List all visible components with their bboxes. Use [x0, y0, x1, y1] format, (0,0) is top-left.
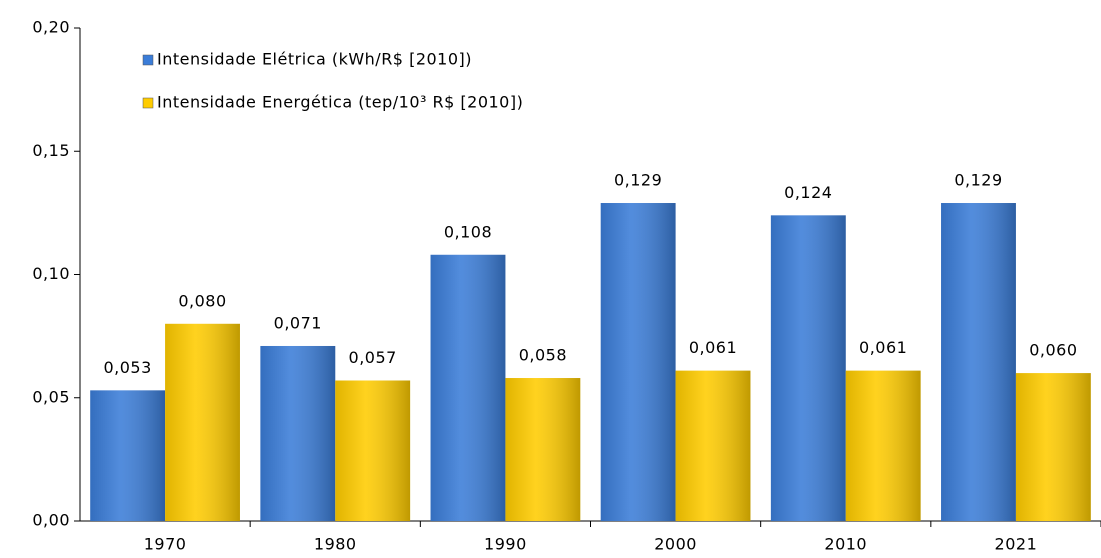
- data-label: 0,053: [103, 358, 151, 377]
- bar-shade: [430, 254, 506, 521]
- bar-shade: [1015, 373, 1091, 521]
- y-tick-label: 0,05: [32, 387, 70, 406]
- data-label: 0,124: [784, 183, 832, 202]
- bar-shade: [260, 345, 336, 521]
- data-label: 0,080: [178, 291, 226, 310]
- data-label: 0,108: [444, 222, 492, 241]
- y-tick-label: 0,15: [32, 141, 70, 160]
- y-tick-label: 0,00: [32, 511, 70, 530]
- bar-shade: [165, 323, 240, 521]
- data-label: 0,058: [519, 346, 567, 365]
- bar-shade: [90, 390, 166, 521]
- bar-shade: [770, 215, 846, 521]
- data-label: 0,057: [349, 348, 397, 367]
- bar-shade: [600, 203, 676, 521]
- data-label: 0,061: [689, 338, 737, 357]
- x-tick-label: 2010: [824, 535, 867, 554]
- data-label: 0,129: [954, 171, 1002, 190]
- bar-shade: [675, 370, 751, 521]
- data-label: 0,061: [859, 338, 907, 357]
- legend-swatch: [142, 54, 154, 66]
- data-label: 0,129: [614, 171, 662, 190]
- legend-label: Intensidade Energética (tep/10³ R$ [2010…: [157, 93, 523, 112]
- bar-shade: [335, 380, 411, 521]
- x-tick-label: 2000: [654, 535, 697, 554]
- bar-shade: [505, 378, 581, 521]
- bar-shade: [941, 203, 1016, 521]
- y-tick-label: 0,20: [32, 18, 70, 37]
- data-label: 0,071: [274, 313, 322, 332]
- legend-label: Intensidade Elétrica (kWh/R$ [2010]): [157, 50, 472, 69]
- legend-swatch: [142, 97, 154, 109]
- bar-shade: [845, 370, 921, 521]
- x-tick-label: 1990: [484, 535, 527, 554]
- x-tick-label: 2021: [995, 535, 1038, 554]
- x-tick-label: 1970: [144, 535, 187, 554]
- data-label: 0,060: [1029, 341, 1077, 360]
- y-tick-label: 0,10: [32, 264, 70, 283]
- x-tick-label: 1980: [314, 535, 357, 554]
